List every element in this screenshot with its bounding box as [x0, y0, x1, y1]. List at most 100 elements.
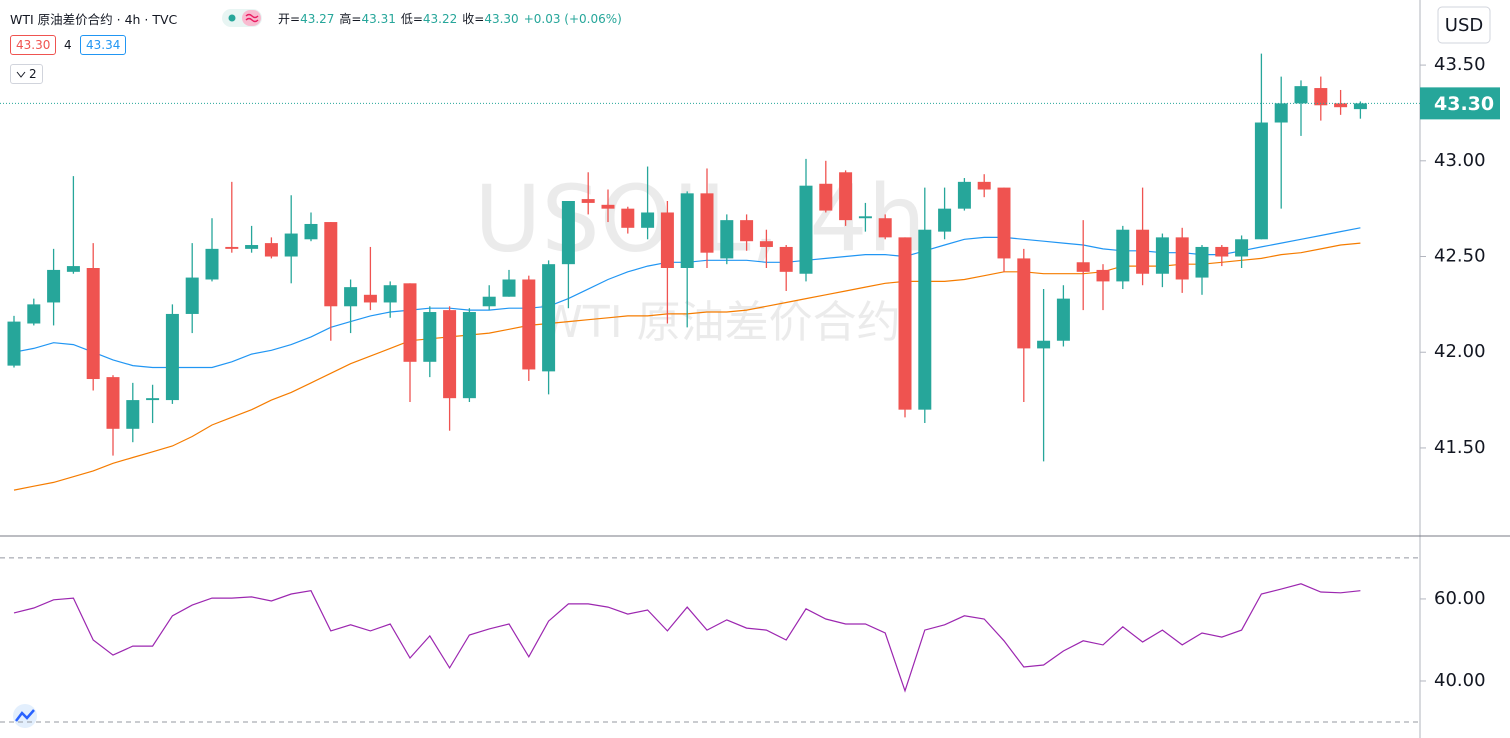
ohlc-value: 43.27 — [300, 12, 335, 26]
y-tick-label: 42.00 — [1434, 341, 1486, 362]
y-tick-label: 43.50 — [1434, 54, 1486, 75]
y-tick-label: 60.00 — [1434, 588, 1486, 609]
candle-body — [1294, 86, 1308, 104]
candle-body — [522, 279, 536, 370]
candle-body — [86, 268, 100, 380]
candle-body — [759, 241, 773, 247]
candle-body — [185, 277, 199, 314]
pane-toggle[interactable]: 2 — [10, 64, 43, 84]
ohlc-change: +0.03 (+0.06%) — [523, 12, 622, 26]
candle-body — [918, 229, 932, 410]
candle-body — [47, 269, 61, 303]
candle-body — [581, 199, 595, 203]
candle-body — [383, 285, 397, 303]
candle-body — [1274, 103, 1288, 123]
candle-body — [700, 193, 714, 253]
ohlc-value: 43.30 — [484, 12, 519, 26]
toggle-icons[interactable] — [220, 8, 264, 28]
candle-body — [1314, 88, 1328, 106]
pane-count: 2 — [29, 67, 37, 81]
logo — [13, 704, 37, 728]
ohlc-label: 高= — [339, 12, 362, 26]
candle-body — [1334, 103, 1348, 108]
y-tick-label: 41.50 — [1434, 437, 1486, 458]
currency-button[interactable]: USD — [1437, 6, 1491, 44]
candle-body — [601, 204, 615, 209]
candle-body — [205, 248, 219, 280]
candle-body — [165, 313, 179, 401]
candle-body — [146, 398, 160, 401]
candle-body — [324, 222, 338, 307]
candle-body — [1056, 298, 1070, 341]
ohlc-value: 43.22 — [422, 12, 458, 26]
candle-body — [1037, 340, 1051, 349]
candle-body — [1215, 246, 1229, 257]
last-price-box — [1420, 87, 1500, 120]
candle-body — [66, 266, 80, 272]
candle-body — [997, 187, 1011, 259]
currency-label: USD — [1445, 15, 1483, 36]
ohlc-label: 收= — [462, 12, 485, 26]
candle-body — [1353, 103, 1367, 110]
candle-body — [680, 193, 694, 268]
symbol-title: WTI 原油差价合约 · 4h · TVC — [10, 12, 178, 27]
candle-body — [502, 279, 516, 297]
last-price-label: 43.30 — [1434, 93, 1494, 115]
candle-body — [938, 208, 952, 232]
candle-body — [462, 312, 476, 399]
candle-body — [1235, 239, 1249, 257]
candle-body — [1254, 122, 1268, 240]
candle-body — [957, 181, 971, 209]
candle-body — [423, 312, 437, 362]
candle-body — [977, 181, 991, 190]
candle-body — [740, 220, 754, 242]
ohlc-legend: 开=43.27 高=43.31 低=43.22 收=43.30 +0.03 (+0.06… — [278, 10, 622, 27]
candle-body — [482, 296, 496, 307]
ask-badge[interactable]: 43.34 — [80, 35, 127, 55]
candle-body — [1096, 269, 1110, 282]
ohlc-value: 43.31 — [361, 12, 396, 26]
candle-body — [264, 243, 278, 257]
candle-body — [27, 304, 41, 324]
candle-body — [542, 264, 556, 372]
candle-body — [779, 246, 793, 272]
candle-body — [898, 237, 912, 410]
candle-body — [443, 310, 457, 399]
candle-body — [304, 223, 318, 240]
spread: 4 — [64, 38, 72, 52]
rsi-line — [13, 583, 1361, 693]
candle-body — [839, 172, 853, 221]
candle-body — [363, 294, 377, 303]
candle-body — [1017, 258, 1031, 349]
candle-body — [561, 201, 575, 265]
candle-body — [225, 246, 239, 249]
watermark-description: WTI 原油差价合约 — [539, 297, 900, 348]
watermark-symbol: USOIL, 4h — [474, 165, 926, 272]
candle-body — [7, 321, 21, 366]
candle-body — [1195, 246, 1209, 278]
candle-body — [1076, 262, 1090, 272]
ohlc-label: 开= — [278, 12, 301, 26]
candle-body — [799, 185, 813, 274]
candle-body — [878, 218, 892, 238]
y-tick-label: 42.50 — [1434, 246, 1486, 267]
y-tick-label: 43.00 — [1434, 150, 1486, 171]
candle-body — [1175, 237, 1189, 280]
candle-body — [344, 287, 358, 307]
candle-body — [106, 377, 120, 429]
candle-body — [1155, 237, 1169, 274]
candle-body — [1136, 229, 1150, 274]
candle-body — [403, 283, 417, 362]
bid-badge[interactable]: 43.30 — [10, 35, 57, 55]
candle-body — [641, 212, 655, 228]
candle-body — [858, 216, 872, 219]
candle-body — [245, 245, 259, 249]
candle-body — [284, 233, 298, 257]
candle-body — [720, 220, 734, 259]
candle-body — [1116, 229, 1130, 282]
candle-body — [126, 400, 140, 429]
y-tick-label: 40.00 — [1434, 670, 1486, 691]
candle-body — [819, 183, 833, 211]
